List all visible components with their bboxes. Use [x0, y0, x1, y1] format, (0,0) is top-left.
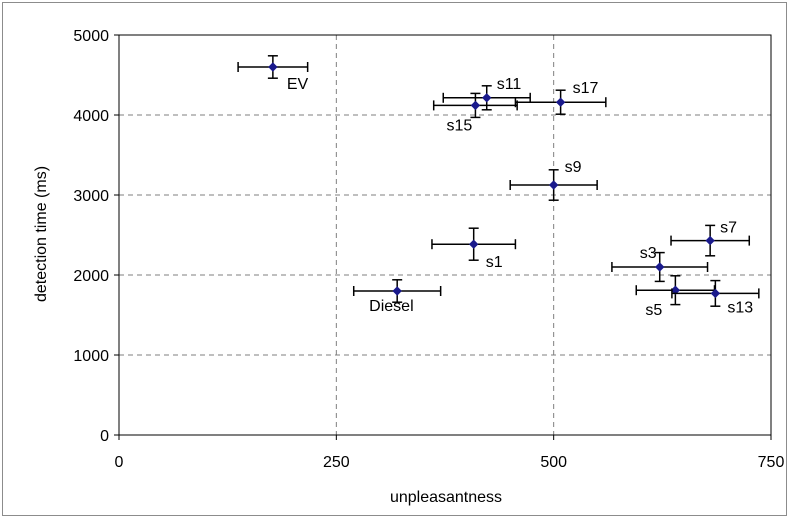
data-point-ev: EV: [237, 55, 309, 93]
data-point-s1: s1: [431, 227, 517, 271]
x-tick-label: 0: [115, 454, 124, 471]
point-label: EV: [287, 76, 309, 93]
x-tick-label: 250: [323, 454, 350, 471]
data-points: EV s11 s15 s17 s9 s1 s7 s3 s5 s13 Diesel: [237, 55, 760, 319]
data-point-s5: s5: [635, 275, 716, 319]
point-label: s1: [486, 254, 503, 271]
plot-area: [118, 34, 772, 436]
y-axis-ticks: 0 1000 2000 3000 4000 5000: [73, 28, 119, 445]
diamond-marker: [468, 239, 479, 249]
x-tick-label: 500: [540, 454, 567, 471]
diamond-marker: [482, 93, 492, 103]
diamond-marker: [268, 62, 278, 72]
data-point-s17: s17: [514, 80, 607, 115]
y-tick-label: 3000: [73, 188, 109, 205]
point-label: s13: [727, 299, 753, 316]
x-axis-title: unpleasantness: [390, 489, 502, 506]
grid-lines: [119, 35, 771, 435]
x-axis-ticks: 0 250 500 750: [115, 435, 785, 471]
y-tick-label: 1000: [73, 348, 109, 365]
point-label: Diesel: [369, 298, 413, 315]
diamond-marker: [705, 235, 715, 246]
data-point-s9: s9: [509, 159, 598, 201]
diamond-marker: [548, 180, 559, 190]
point-label: s3: [640, 245, 657, 262]
y-tick-label: 0: [100, 428, 109, 445]
data-point-s13: s13: [671, 279, 760, 316]
point-label: s17: [573, 80, 599, 97]
y-axis-title: detection time (ms): [33, 166, 50, 302]
diamond-marker: [655, 262, 665, 272]
data-point-s3: s3: [611, 245, 709, 283]
y-tick-label: 5000: [73, 28, 109, 45]
x-tick-label: 750: [758, 454, 785, 471]
data-point-diesel: Diesel: [352, 279, 442, 315]
point-label: s5: [645, 302, 662, 319]
data-point-s15: s15: [432, 92, 518, 134]
diamond-marker: [670, 285, 681, 295]
diamond-marker: [555, 97, 566, 107]
y-tick-label: 2000: [73, 268, 109, 285]
point-label: s7: [720, 220, 737, 237]
y-tick-label: 4000: [73, 108, 109, 125]
diamond-marker: [470, 100, 481, 111]
diamond-marker: [710, 288, 721, 299]
point-label: s15: [447, 117, 473, 134]
point-label: s9: [565, 159, 582, 176]
diamond-marker: [392, 286, 402, 296]
point-label: s11: [497, 76, 522, 93]
data-point-s7: s7: [670, 220, 751, 257]
